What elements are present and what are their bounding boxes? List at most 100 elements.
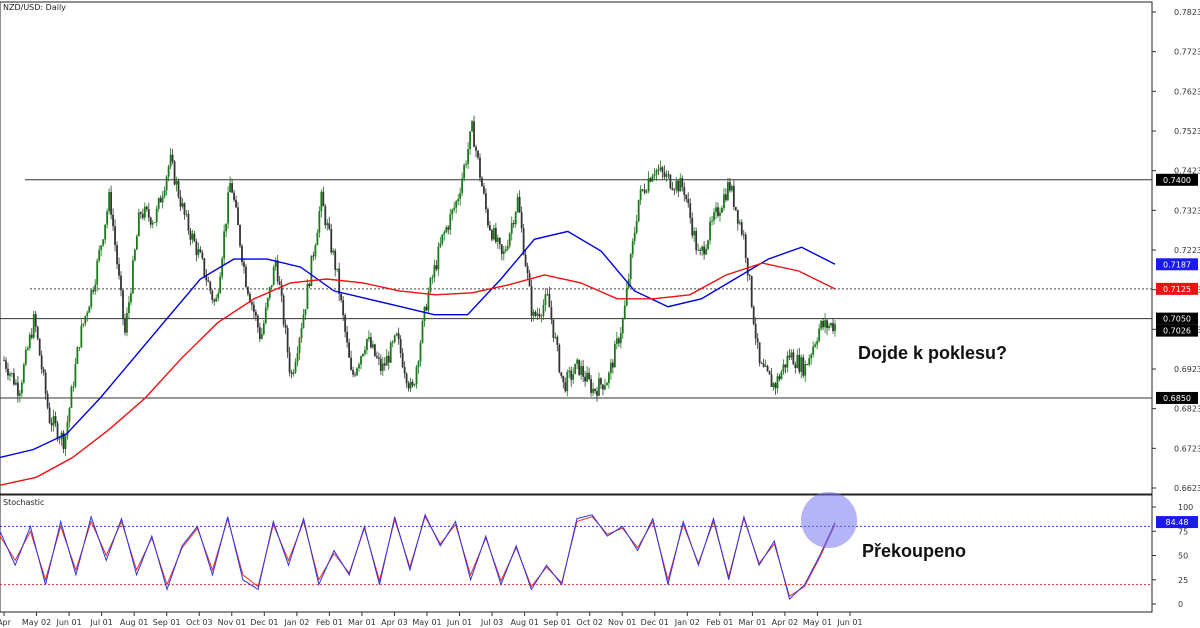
moving-average-blue — [0, 230, 836, 459]
candle-body — [399, 339, 402, 354]
candle-body — [153, 222, 156, 224]
candle-body — [358, 364, 360, 369]
candle-body — [625, 287, 628, 306]
candle-body — [669, 174, 672, 189]
candle-body — [473, 121, 475, 147]
y-tick-label: 0.7323 — [1174, 206, 1200, 215]
candle-body — [340, 294, 343, 301]
x-tick-label: Nov 01 — [218, 618, 246, 627]
candle-body — [280, 284, 283, 296]
candle-body — [814, 344, 817, 347]
candle-body — [679, 178, 682, 192]
stoch-tick-label: 100 — [1178, 503, 1193, 512]
candle-body — [794, 364, 797, 368]
candle-body — [108, 191, 111, 212]
candle-body — [715, 207, 717, 213]
candle-body — [647, 178, 650, 192]
candle-body — [3, 360, 5, 362]
candle-body — [403, 367, 406, 374]
candle-body — [435, 265, 438, 270]
candle-body — [316, 232, 319, 246]
candle-body — [78, 347, 81, 348]
candle-body — [106, 211, 109, 225]
stochastic-line-k — [0, 513, 836, 601]
candle-body — [397, 333, 400, 340]
candle-body — [328, 223, 331, 229]
candle-body — [350, 357, 352, 370]
candle-body — [362, 353, 364, 357]
candle-body — [556, 336, 559, 345]
candle-body — [314, 245, 317, 257]
candle-body — [308, 283, 311, 287]
candle-body — [92, 290, 95, 292]
candle-body — [465, 163, 468, 166]
candle-body — [608, 372, 610, 383]
y-tick-label: 0.7623 — [1174, 87, 1200, 96]
price-tag-box — [1156, 324, 1198, 337]
candle-body — [213, 299, 216, 302]
candle-body — [804, 364, 807, 376]
candle-body — [609, 362, 612, 373]
candle-body — [707, 240, 709, 249]
candle-body — [34, 313, 37, 327]
candle-body — [635, 221, 638, 233]
candle-body — [370, 337, 372, 348]
candle-body — [312, 255, 315, 257]
candle-body — [26, 348, 29, 350]
price-tag-box — [1156, 282, 1198, 295]
candle-body — [231, 183, 233, 193]
candle-body — [657, 169, 660, 171]
candle-body — [371, 344, 374, 348]
candle-body — [247, 287, 249, 294]
candle-body — [643, 189, 646, 193]
candle-body — [667, 174, 670, 176]
candle-body — [84, 315, 87, 324]
candle-body — [409, 381, 412, 389]
candle-body — [407, 383, 410, 389]
candle-body — [191, 233, 194, 240]
candle-body — [157, 198, 160, 209]
candle-body — [302, 314, 305, 329]
candle-body — [167, 166, 170, 177]
candle-body — [629, 254, 632, 280]
y-tick-label: 0.6923 — [1174, 365, 1200, 374]
candle-body — [104, 224, 107, 240]
candle-body — [506, 245, 509, 250]
candle-body — [385, 355, 388, 366]
candle-body — [750, 276, 753, 307]
candle-body — [695, 230, 698, 251]
x-tick-label: Mar 01 — [738, 618, 766, 627]
candle-body — [820, 320, 823, 329]
candle-body — [36, 326, 39, 339]
candle-body — [758, 342, 761, 363]
candle-body — [746, 258, 749, 276]
candle-body — [177, 180, 180, 197]
candle-body — [810, 354, 813, 359]
x-tick-label: Jan 02 — [283, 618, 309, 627]
candle-body — [693, 230, 696, 236]
candle-body — [377, 357, 380, 359]
candle-body — [356, 368, 358, 376]
candle-body — [229, 183, 231, 193]
candle-body — [512, 222, 515, 225]
candle-body — [534, 311, 537, 316]
x-tick-label: Dec 01 — [250, 618, 278, 627]
candle-body — [502, 251, 505, 254]
candle-body — [798, 354, 801, 372]
candle-body — [149, 217, 152, 225]
candle-body — [800, 357, 803, 372]
candle-body — [201, 252, 204, 259]
candle-body — [514, 212, 517, 225]
candle-body — [421, 320, 424, 343]
candle-body — [245, 266, 247, 288]
candle-body — [342, 300, 345, 316]
candle-body — [336, 268, 339, 270]
candle-body — [524, 254, 527, 267]
candle-body — [770, 374, 773, 388]
candle-body — [532, 311, 535, 316]
candle-body — [243, 262, 245, 267]
candle-body — [485, 193, 487, 210]
candle-body — [233, 192, 235, 200]
candle-body — [732, 186, 735, 207]
price-tag-box — [1156, 391, 1198, 404]
